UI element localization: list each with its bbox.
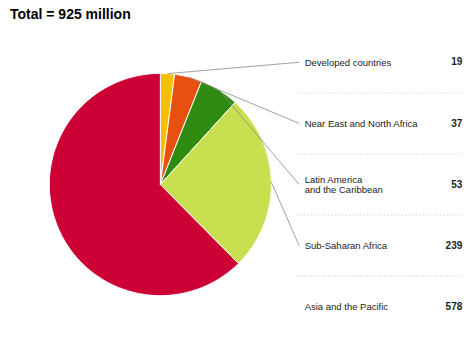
svg-text:Near East and North Africa: Near East and North Africa (305, 118, 419, 129)
svg-text:Latin Americaand the Caribbean: Latin Americaand the Caribbean (305, 174, 383, 196)
svg-text:Asia and the Pacific: Asia and the Pacific (305, 301, 389, 312)
svg-text:19: 19 (451, 56, 463, 67)
svg-text:578: 578 (446, 301, 463, 312)
html-text:Total = 925 million: Total = 925 million (10, 6, 131, 22)
svg-text:37: 37 (451, 118, 463, 129)
svg-text:Developed countries: Developed countries (305, 57, 392, 68)
svg-text:53: 53 (451, 179, 463, 190)
svg-text:239: 239 (446, 240, 463, 251)
svg-text:Sub-Saharan Africa: Sub-Saharan Africa (305, 240, 388, 251)
